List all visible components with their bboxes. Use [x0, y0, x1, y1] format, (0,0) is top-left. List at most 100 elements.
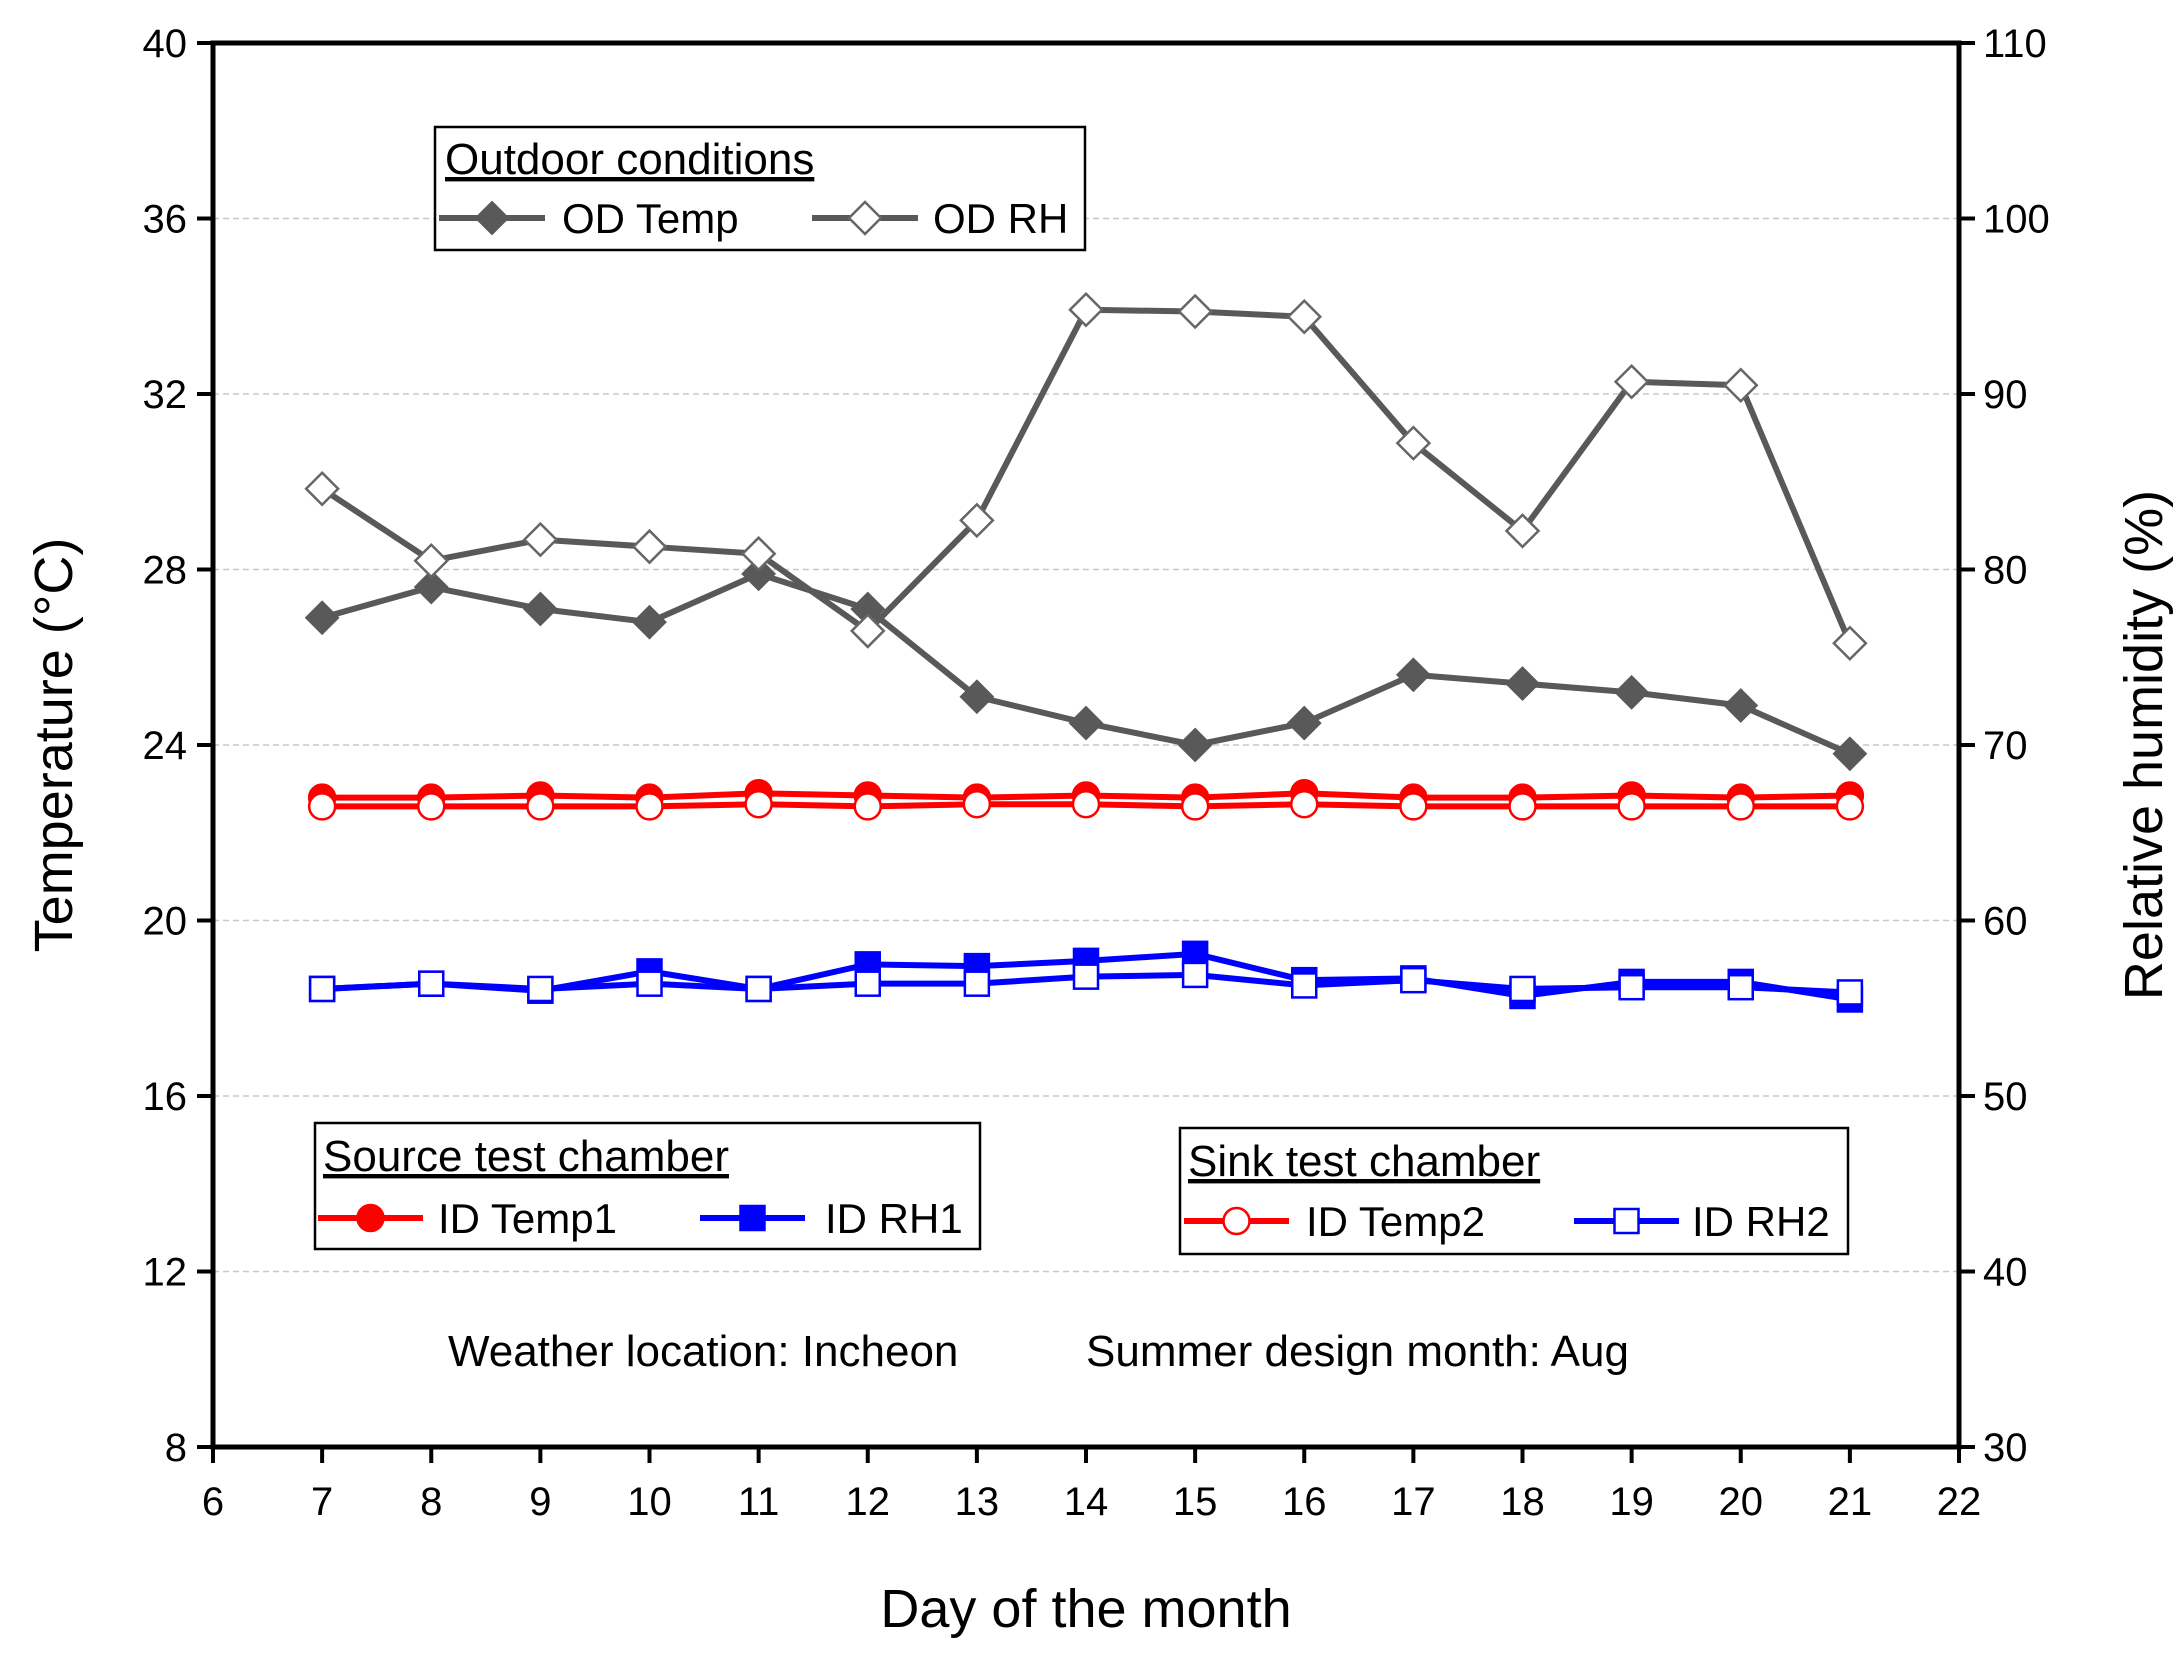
series-id-rh2 — [308, 961, 1864, 1006]
legend-id-temp2-label: ID Temp2 — [1306, 1198, 1485, 1245]
x-tick-label-7: 13 — [955, 1480, 1000, 1524]
point-id-temp2-14 — [1071, 789, 1101, 819]
point-id-temp2-17 — [1399, 792, 1428, 821]
point-id-rh2-10 — [636, 970, 663, 997]
legend-marker — [739, 1204, 766, 1232]
point-od-temp-15 — [1177, 727, 1213, 763]
y-tick-label-5: 28 — [143, 549, 188, 593]
legend-outdoor: Outdoor conditions OD Temp OD RH — [433, 125, 1087, 252]
legend-id-rh1-label: ID RH1 — [825, 1195, 963, 1242]
point-od-temp-21 — [1832, 736, 1868, 772]
x-tick-label-5: 11 — [738, 1480, 780, 1524]
y2-tick-label-8: 110 — [1983, 22, 2047, 66]
point-od-temp-10 — [632, 604, 667, 640]
point-od-temp-20 — [1723, 688, 1759, 723]
point-id-rh2-13 — [963, 970, 991, 997]
point-od-rh-8 — [413, 542, 450, 579]
point-od-rh-19 — [1613, 363, 1650, 400]
series-id-temp2 — [307, 789, 1865, 821]
x-tick-label-9: 15 — [1173, 1480, 1218, 1524]
y2-tick-label-7: 100 — [1983, 198, 2050, 242]
legend-source-box — [313, 1121, 982, 1251]
x-tick-label-15: 21 — [1828, 1480, 1873, 1524]
point-od-rh-7 — [304, 471, 340, 507]
legend-marker — [1613, 1207, 1640, 1235]
point-od-rh-15 — [1177, 293, 1213, 330]
x-tick-label-6: 12 — [846, 1480, 891, 1524]
legend-marker — [847, 200, 883, 236]
x-tick-label-1: 7 — [311, 1480, 333, 1524]
x-tick-label-3: 9 — [529, 1480, 551, 1524]
series-od-temp — [304, 556, 1868, 772]
point-id-rh2-15 — [1181, 961, 1209, 989]
legend-id-rh2-label: ID RH2 — [1692, 1198, 1830, 1245]
point-id-rh2-12 — [854, 970, 881, 997]
y-tick-label-7: 36 — [143, 198, 188, 242]
point-id-rh2-21 — [1836, 979, 1864, 1006]
legend-sink-box — [1178, 1126, 1850, 1256]
legend-marker — [356, 1203, 385, 1233]
x-tick-label-16: 22 — [1937, 1480, 1982, 1524]
axes: 8 12 16 20 24 28 32 36 40 30 40 50 60 70 80 90 100 110 6 7 8… — [143, 22, 2050, 1524]
y2-tick-label-0: 30 — [1983, 1426, 2028, 1470]
y-tick-label-6: 32 — [143, 373, 188, 417]
point-id-temp2-9 — [526, 792, 555, 821]
point-od-temp-8 — [413, 569, 449, 605]
x-tick-label-10: 16 — [1282, 1480, 1327, 1524]
data-series — [304, 291, 1868, 1013]
point-od-rh-10 — [631, 528, 668, 565]
legend-od-temp-label: OD Temp — [562, 195, 739, 242]
legend-id-temp1-swatch — [318, 1203, 423, 1233]
point-od-rh-21 — [1832, 625, 1868, 661]
y-axis-title: Temperature (°C) — [24, 538, 84, 953]
point-id-rh2-20 — [1727, 973, 1754, 1001]
y-tick-label-2: 16 — [143, 1075, 188, 1119]
point-id-temp2-21 — [1835, 792, 1865, 821]
legend-source-title: Source test chamber — [323, 1132, 729, 1181]
point-id-temp2-15 — [1180, 792, 1210, 821]
legend-sink: Sink test chamber ID Temp2 ID RH2 — [1178, 1126, 1850, 1256]
x-tick-label-11: 17 — [1391, 1480, 1436, 1524]
x-tick-label-4: 10 — [627, 1480, 672, 1524]
y-tick-label-8: 40 — [143, 22, 188, 66]
point-od-rh-14 — [1068, 291, 1104, 328]
point-od-rh-17 — [1395, 425, 1432, 461]
y2-tick-label-2: 50 — [1983, 1075, 2028, 1119]
point-od-temp-17 — [1395, 657, 1431, 693]
x-tick-label-13: 19 — [1609, 1480, 1654, 1524]
point-od-rh-12 — [849, 613, 886, 649]
point-id-rh2-14 — [1072, 963, 1100, 990]
x-tick-label-14: 20 — [1719, 1480, 1764, 1524]
point-id-temp2-7 — [307, 792, 337, 821]
point-od-rh-16 — [1286, 299, 1323, 335]
legend-marker — [1222, 1206, 1251, 1236]
point-od-temp-9 — [522, 591, 558, 627]
y-tick-label-4: 24 — [143, 724, 188, 768]
y2-tick-label-1: 40 — [1983, 1251, 2028, 1295]
point-id-rh2-18 — [1509, 975, 1536, 1003]
point-id-rh2-8 — [418, 970, 445, 997]
x-axis-title: Day of the month — [880, 1579, 1291, 1639]
point-od-temp-18 — [1505, 666, 1540, 701]
legend-source: Source test chamber ID Temp1 ID RH1 — [313, 1121, 982, 1251]
point-od-rh-11 — [740, 535, 777, 572]
legend-outdoor-box — [433, 125, 1087, 252]
x-tick-label-12: 18 — [1500, 1480, 1545, 1524]
point-od-rh-9 — [522, 521, 559, 558]
y-tick-label-0: 8 — [165, 1426, 187, 1470]
y2-tick-label-3: 60 — [1983, 900, 2028, 944]
legend-marker — [474, 200, 510, 236]
design-month-annotation: Summer design month: Aug — [1086, 1327, 1629, 1376]
y2-tick-label-4: 70 — [1983, 724, 2028, 768]
legend-id-temp2-swatch — [1184, 1206, 1289, 1236]
legend-od-temp-swatch — [439, 200, 545, 236]
point-od-temp-13 — [959, 679, 995, 715]
legend-id-temp1-label: ID Temp1 — [438, 1195, 617, 1242]
legend-od-rh-label: OD RH — [933, 195, 1068, 242]
point-od-temp-11 — [741, 556, 777, 592]
point-id-rh2-9 — [527, 975, 554, 1003]
point-od-temp-14 — [1068, 705, 1104, 741]
legend-outdoor-title: Outdoor conditions — [445, 135, 814, 184]
y2-tick-label-6: 90 — [1983, 373, 2028, 417]
